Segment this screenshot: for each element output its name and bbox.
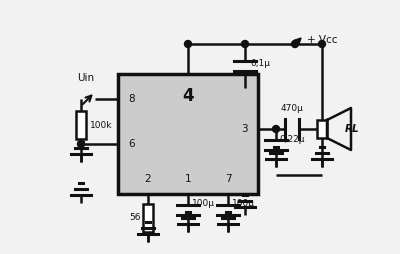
Text: 0,22µ: 0,22µ xyxy=(279,135,304,144)
Bar xyxy=(118,74,258,194)
Circle shape xyxy=(78,140,84,148)
Bar xyxy=(317,120,327,138)
Text: 100µ: 100µ xyxy=(232,199,255,209)
Text: 100µ: 100µ xyxy=(192,199,215,209)
Text: 7: 7 xyxy=(225,174,231,184)
Bar xyxy=(76,111,86,139)
Circle shape xyxy=(318,40,326,47)
Circle shape xyxy=(184,40,192,47)
Text: 56: 56 xyxy=(130,214,141,223)
Circle shape xyxy=(292,40,298,47)
Text: 2: 2 xyxy=(145,174,151,184)
Circle shape xyxy=(242,40,248,47)
Bar xyxy=(143,204,153,232)
Text: 6: 6 xyxy=(128,139,135,149)
Text: 8: 8 xyxy=(128,94,135,104)
Text: 3: 3 xyxy=(241,124,248,134)
Text: 470µ: 470µ xyxy=(280,104,304,113)
Text: + Vcc: + Vcc xyxy=(307,35,338,45)
Circle shape xyxy=(272,125,280,133)
Text: 0,1µ: 0,1µ xyxy=(250,59,270,69)
Text: RL: RL xyxy=(345,124,360,134)
Text: 100k: 100k xyxy=(90,120,112,130)
Text: 4: 4 xyxy=(182,87,194,105)
Text: 1: 1 xyxy=(185,174,191,184)
Text: Uin: Uin xyxy=(78,73,94,83)
